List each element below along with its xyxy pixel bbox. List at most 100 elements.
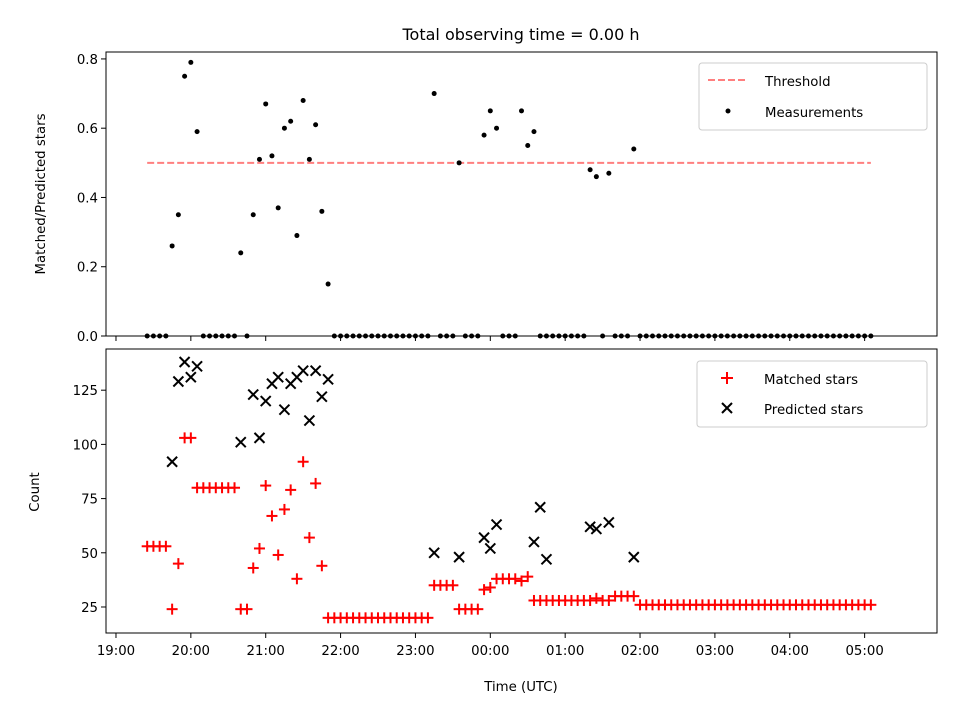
matched-star-point — [484, 581, 496, 593]
legend-matched-label: Matched stars — [764, 373, 858, 388]
bottom-plot-area: 25 50 75 100 125 19:00 20:00 21:00 22:00 23:00 00:… — [73, 348, 938, 659]
measurement-point — [269, 153, 275, 159]
measurement-point — [487, 108, 493, 114]
predicted-star-point — [584, 521, 596, 533]
measurement-point — [587, 167, 593, 173]
measurement-point — [313, 122, 319, 128]
predicted-star-point — [628, 551, 640, 563]
matched-star-point — [297, 456, 309, 468]
bottom-xtick-label: 22:00 — [321, 644, 359, 659]
bottom-x-axis-label: Time (UTC) — [483, 680, 558, 695]
predicted-star-point — [272, 371, 284, 383]
matched-star-point — [522, 571, 534, 583]
measurement-point — [238, 250, 244, 256]
matched-star-point — [590, 592, 602, 604]
matched-star-point — [516, 575, 527, 587]
measurement-point — [188, 59, 194, 65]
bottom-legend: Matched stars Predicted stars — [696, 360, 928, 428]
bottom-xtick-label: 01:00 — [546, 644, 584, 659]
measurement-point — [194, 129, 200, 135]
bottom-xtick-label: 21:00 — [247, 644, 285, 659]
bottom-ytick-label: 50 — [81, 547, 98, 562]
predicted-star-point — [428, 547, 440, 559]
bottom-xtick-label: 19:00 — [97, 644, 135, 659]
matched-star-point — [310, 477, 322, 489]
matched-star-point — [603, 594, 615, 606]
predicted-star-point — [278, 403, 291, 416]
bottom-y-axis-label: Count — [28, 472, 43, 512]
top-axes-frame — [105, 51, 938, 337]
matched-star-point — [278, 503, 290, 515]
top-ytick-label: 0.2 — [77, 261, 98, 276]
matched-star-point — [166, 603, 178, 615]
top-legend-box — [698, 62, 928, 131]
bottom-xtick-label: 00:00 — [471, 644, 509, 659]
top-ytick-label: 0.8 — [77, 53, 98, 68]
legend-predicted-swatch — [721, 402, 733, 414]
predicted-star-point — [247, 388, 259, 401]
legend-threshold-label: Threshold — [764, 75, 831, 90]
measurement-point — [606, 170, 612, 176]
top-ytick-label: 0.6 — [77, 122, 98, 137]
matched-star-point — [260, 480, 272, 492]
matched-star-point — [247, 562, 259, 574]
predicted-star-point — [540, 553, 553, 565]
predicted-star-point — [309, 364, 322, 377]
legend-matched-swatch — [721, 372, 733, 384]
measurement-point — [294, 233, 300, 239]
matched-star-point — [160, 540, 172, 552]
matched-star-point — [584, 594, 596, 606]
matched-star-point — [291, 573, 303, 585]
bottom-xtick-label: 02:00 — [621, 644, 659, 659]
top-legend: Threshold Measurements — [698, 62, 928, 131]
measurement-point — [263, 101, 269, 107]
measurement-point — [306, 156, 312, 162]
bottom-xtick-label: 23:00 — [396, 644, 434, 659]
bottom-legend-box — [696, 360, 928, 428]
predicted-star-point — [185, 371, 197, 383]
predicted-star-point — [478, 531, 490, 544]
predicted-star-point — [235, 436, 247, 448]
matched-star-point — [478, 584, 490, 596]
top-chart-title: Total observing time = 0.00 h — [401, 25, 639, 44]
predicted-star-point — [484, 542, 497, 555]
measurement-point — [175, 212, 181, 218]
predicted-star-point — [172, 375, 185, 388]
measurement-point — [300, 97, 306, 103]
legend-measurements-label: Measurements — [765, 106, 863, 121]
matched-star-point — [316, 560, 328, 572]
matched-star-point — [447, 579, 459, 591]
top-ytick-label: 0.4 — [77, 191, 98, 206]
predicted-star-point — [191, 360, 203, 373]
bottom-xtick-label: 20:00 — [172, 644, 210, 659]
predicted-star-point — [490, 518, 503, 531]
matched-star-point — [229, 482, 241, 494]
predicted-star-point — [322, 373, 334, 386]
predicted-star-point — [303, 414, 316, 427]
measurement-point — [631, 146, 637, 152]
legend-measurements-swatch — [725, 108, 731, 114]
predicted-star-point — [603, 516, 615, 529]
bottom-xtick-label: 05:00 — [845, 644, 883, 659]
predicted-star-point — [166, 456, 178, 468]
matched-star-point — [303, 532, 315, 544]
matched-star-point — [172, 558, 184, 570]
measurement-point — [456, 160, 462, 166]
measurement-point — [431, 91, 437, 97]
matched-star-point — [185, 432, 197, 444]
bottom-xtick-label: 04:00 — [771, 644, 809, 659]
measurement-point — [494, 125, 500, 131]
measurement-point — [182, 73, 188, 79]
predicted-star-point — [260, 395, 272, 407]
matched-star-point — [472, 603, 484, 615]
measurement-point — [250, 212, 256, 218]
predicted-star-point — [253, 432, 266, 444]
predicted-star-point — [316, 390, 328, 403]
measurement-point — [275, 205, 281, 211]
matched-star-point — [422, 612, 434, 624]
predicted-star-point — [590, 523, 603, 535]
measurement-point — [325, 281, 331, 287]
matched-star-point — [285, 484, 297, 496]
matched-star-point — [272, 549, 284, 561]
